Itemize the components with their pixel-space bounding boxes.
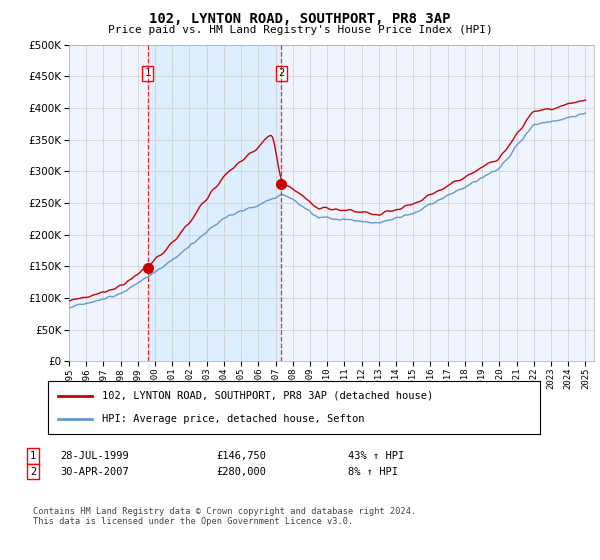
Text: Price paid vs. HM Land Registry's House Price Index (HPI): Price paid vs. HM Land Registry's House … — [107, 25, 493, 35]
Text: 1: 1 — [30, 451, 36, 461]
Text: 43% ↑ HPI: 43% ↑ HPI — [348, 451, 404, 461]
Text: 28-JUL-1999: 28-JUL-1999 — [60, 451, 129, 461]
Text: 2: 2 — [278, 68, 284, 78]
Text: 102, LYNTON ROAD, SOUTHPORT, PR8 3AP (detached house): 102, LYNTON ROAD, SOUTHPORT, PR8 3AP (de… — [102, 391, 433, 401]
Text: 8% ↑ HPI: 8% ↑ HPI — [348, 466, 398, 477]
Text: £280,000: £280,000 — [216, 466, 266, 477]
Bar — [148, 45, 281, 361]
Text: HPI: Average price, detached house, Sefton: HPI: Average price, detached house, Seft… — [102, 414, 365, 424]
Text: £146,750: £146,750 — [216, 451, 266, 461]
Text: 1: 1 — [145, 68, 151, 78]
Text: 30-APR-2007: 30-APR-2007 — [60, 466, 129, 477]
Text: 2: 2 — [30, 466, 36, 477]
Text: Contains HM Land Registry data © Crown copyright and database right 2024.
This d: Contains HM Land Registry data © Crown c… — [33, 507, 416, 526]
Text: 102, LYNTON ROAD, SOUTHPORT, PR8 3AP: 102, LYNTON ROAD, SOUTHPORT, PR8 3AP — [149, 12, 451, 26]
